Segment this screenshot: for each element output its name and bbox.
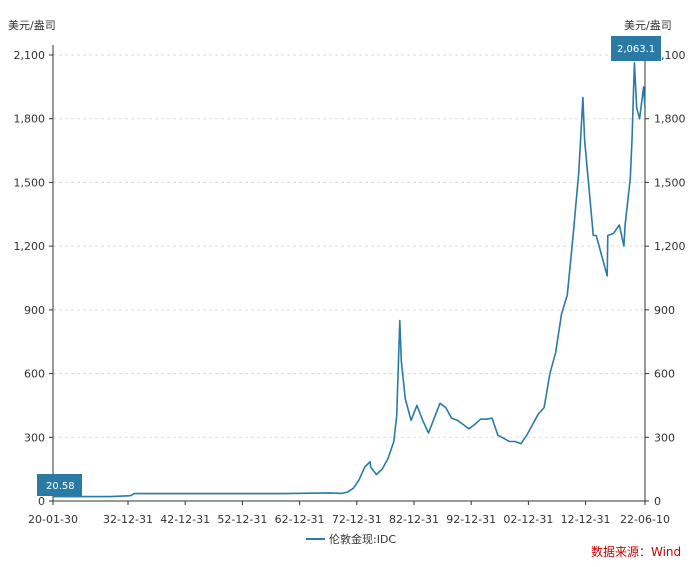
start-value-text: 20.58 [46,481,75,492]
x-tick-label: 02-12-31 [503,513,553,526]
x-tick-label: 12-12-31 [561,513,611,526]
x-tick-label: 62-12-31 [275,513,325,526]
end-value-text: 2,063.1 [617,44,655,55]
y-right-tick-label: 300 [654,431,675,444]
x-tick-label: 20-01-30 [28,513,78,526]
x-tick-label: 52-12-31 [217,513,267,526]
y-right-tick-label: 600 [654,368,675,381]
y-right-tick-label: 1,800 [654,113,686,126]
labels: 0 0 300 300 600 600 900 900 1,200 1,200 1,500 1,500… [14,49,686,526]
data-source-note: 数据来源：Wind [591,544,681,559]
y-left-tick-label: 1,200 [14,240,46,253]
x-tick-label: 22-06-10 [620,513,670,526]
y-left-tick-label: 2,100 [14,49,46,62]
axes [49,45,649,505]
x-tick-label: 32-12-31 [103,513,153,526]
y-left-tick-label: 0 [38,495,45,508]
y-left-tick-label: 1,800 [14,113,46,126]
left-axis-unit-label: 美元/盎司 [8,18,56,32]
end-value-badge: 2,063.1 [611,36,661,61]
y-right-tick-label: 2,100 [654,49,686,62]
y-right-tick-label: 1,200 [654,240,686,253]
right-axis-unit-label: 美元/盎司 [624,18,672,32]
y-right-tick-label: 1,500 [654,176,686,189]
start-value-badge: 20.58 [37,474,82,496]
x-tick-label: 82-12-31 [389,513,439,526]
end-value-badge-bg [611,36,661,61]
legend: 伦敦金现:IDC [306,532,396,546]
y-right-tick-label: 900 [654,304,675,317]
y-left-tick-label: 600 [24,368,45,381]
legend-label: 伦敦金现:IDC [329,532,396,546]
gridlines [53,54,645,438]
x-tick-label: 92-12-31 [446,513,496,526]
y-right-tick-label: 0 [654,495,661,508]
series-layer [53,61,646,498]
start-value-badge-bg [37,474,82,496]
x-tick-label: 72-12-31 [332,513,382,526]
y-left-tick-label: 900 [24,304,45,317]
y-left-tick-label: 1,500 [14,176,46,189]
series-line [53,61,646,498]
x-tick-label: 42-12-31 [160,513,210,526]
y-left-tick-label: 300 [24,431,45,444]
